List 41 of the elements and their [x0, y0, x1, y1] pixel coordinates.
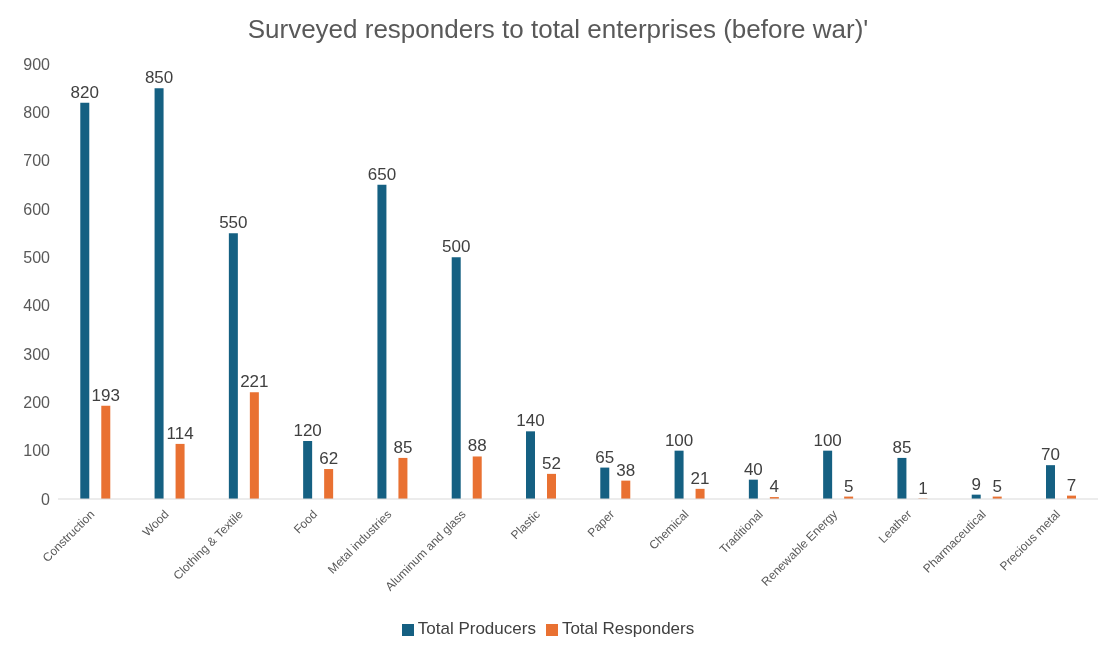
data-label: 650: [367, 164, 397, 184]
y-tick-label: 700: [23, 152, 51, 170]
data-label: 120: [293, 421, 322, 440]
y-tick-label: 300: [23, 345, 51, 363]
data-label: 70: [1041, 445, 1060, 465]
data-label: 193: [91, 385, 120, 405]
data-label: 9: [971, 474, 981, 494]
legend-label: Total Producers: [417, 619, 536, 638]
data-label: 65: [595, 447, 615, 467]
data-label: 4: [769, 477, 780, 497]
data-label: 62: [319, 449, 339, 469]
data-label: 850: [144, 68, 174, 88]
data-label: 85: [393, 437, 413, 457]
data-label: 550: [219, 213, 248, 233]
y-tick-label: 500: [23, 249, 51, 267]
data-label: 114: [166, 423, 194, 443]
y-tick-label: 900: [23, 55, 51, 73]
y-tick-label: 200: [23, 394, 51, 412]
data-label: 40: [743, 459, 763, 479]
data-label: 85: [892, 437, 912, 457]
data-label: 140: [516, 411, 545, 431]
legend-label: Total Responders: [561, 619, 695, 638]
data-label: 1: [918, 478, 928, 498]
data-label: 100: [813, 430, 842, 450]
y-tick-label: 100: [23, 442, 51, 460]
data-label: 52: [542, 453, 561, 473]
data-label: 221: [240, 372, 269, 392]
data-label: 500: [442, 237, 471, 257]
data-label: 88: [467, 436, 487, 456]
data-label: 21: [690, 468, 710, 488]
data-label: 7: [1066, 475, 1077, 495]
y-tick-label: 800: [23, 104, 51, 122]
chart-title: Surveyed responders to total enterprises (before war)': [246, 13, 870, 46]
data-label: 5: [843, 476, 854, 496]
data-label: 100: [664, 430, 694, 450]
data-label: 38: [616, 460, 636, 480]
data-label: 5: [992, 476, 1002, 496]
y-tick-label: 600: [23, 200, 51, 218]
y-tick-label: 0: [41, 490, 51, 508]
data-label: 820: [70, 82, 99, 102]
y-tick-label: 400: [23, 297, 51, 315]
